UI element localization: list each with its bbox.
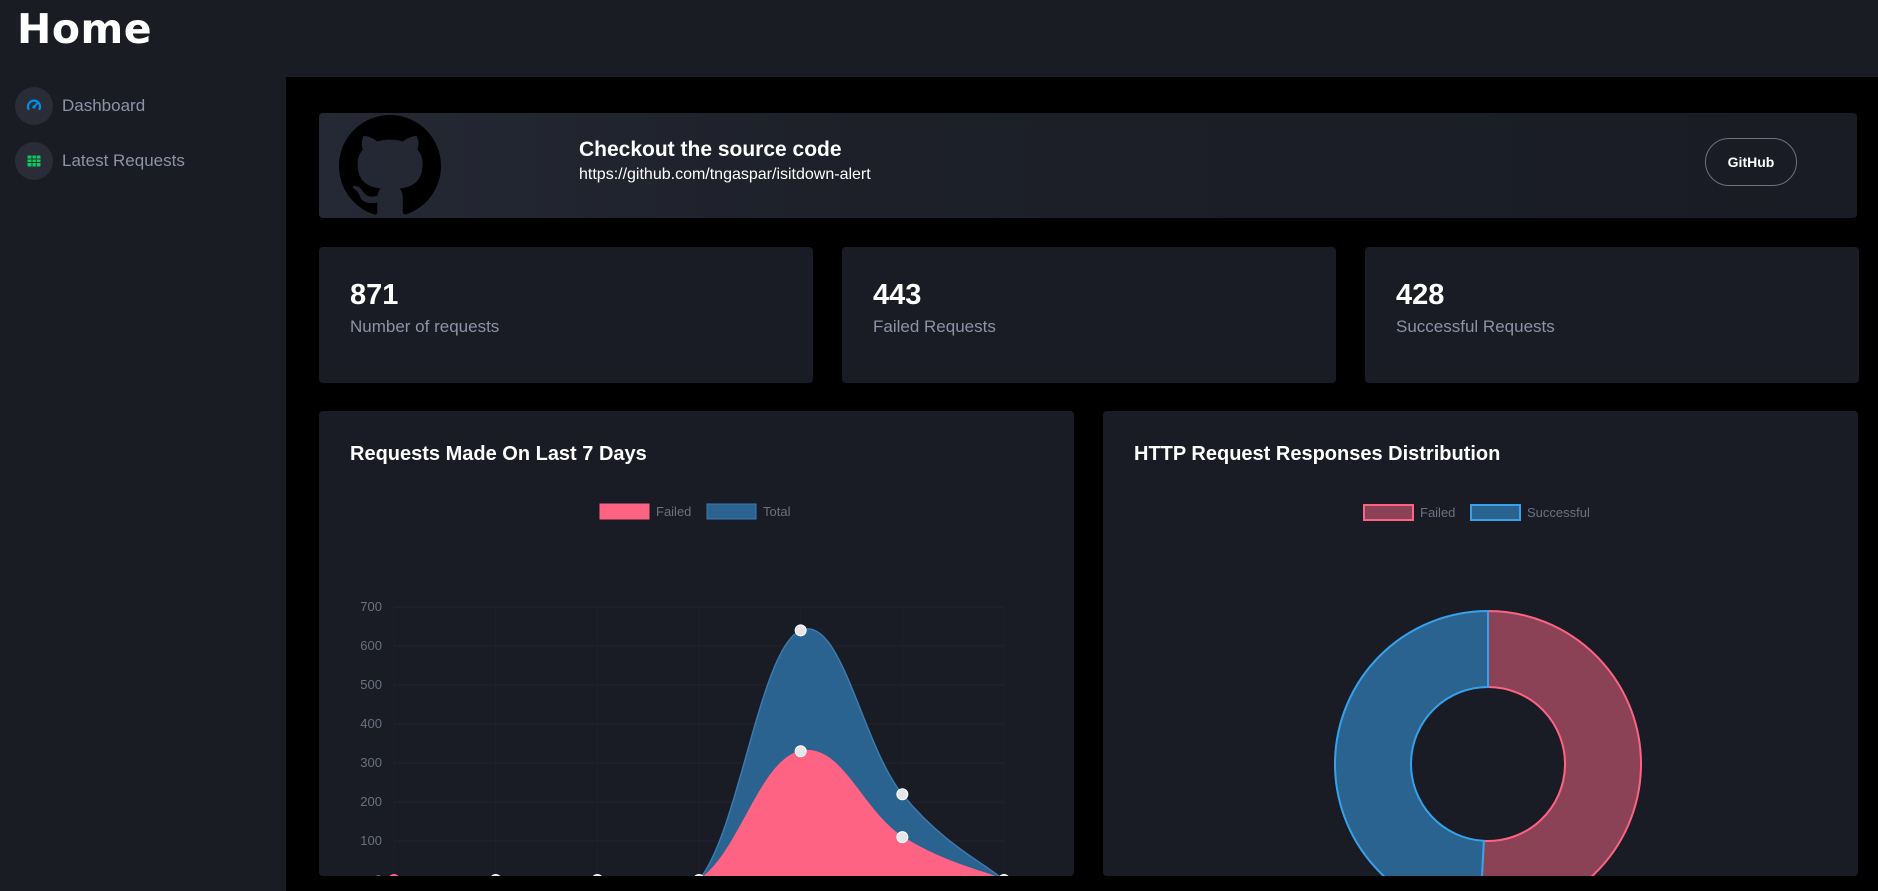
stat-value: 871 bbox=[350, 279, 399, 311]
sidebar-item-dashboard[interactable]: Dashboard bbox=[15, 86, 145, 126]
sidebar-item-label: Latest Requests bbox=[62, 151, 185, 170]
source-code-banner: Checkout the source code https://github.… bbox=[319, 113, 1857, 218]
stat-label: Failed Requests bbox=[873, 317, 996, 336]
line-chart-title: Requests Made On Last 7 Days bbox=[350, 443, 647, 465]
sidebar: Dashboard Latest Requests bbox=[0, 77, 286, 891]
y-tick-label: 0 bbox=[375, 872, 382, 876]
legend-label-failed: Failed bbox=[656, 504, 691, 519]
data-point-failed bbox=[999, 874, 1009, 876]
data-point-failed bbox=[389, 874, 399, 876]
data-point-failed bbox=[491, 874, 501, 876]
data-point-total bbox=[794, 624, 807, 637]
data-point-failed bbox=[592, 874, 602, 876]
series-area-failed bbox=[704, 750, 994, 876]
main-content: Checkout the source code https://github.… bbox=[286, 77, 1878, 891]
data-point-failed bbox=[794, 745, 807, 758]
y-tick-label: 300 bbox=[360, 755, 382, 770]
data-point-failed bbox=[694, 874, 704, 876]
sidebar-item-label: Dashboard bbox=[62, 96, 146, 115]
github-logo-icon bbox=[339, 115, 441, 215]
page-title: Home bbox=[17, 5, 153, 53]
y-tick-label: 700 bbox=[360, 599, 382, 614]
speedometer-icon bbox=[15, 87, 53, 125]
stat-label: Number of requests bbox=[350, 317, 500, 336]
legend-label-total: Total bbox=[763, 504, 791, 519]
stat-card-total: 871 Number of requests bbox=[319, 247, 813, 383]
stat-card-successful: 428 Successful Requests bbox=[1365, 247, 1859, 383]
donut-slice-successful bbox=[1334, 609, 1489, 876]
legend-swatch-failed bbox=[1363, 504, 1414, 521]
legend-label-failed: Failed bbox=[1420, 505, 1455, 520]
banner-title: Checkout the source code bbox=[579, 138, 842, 161]
donut-chart-card: HTTP Request Responses Distribution Fail… bbox=[1103, 411, 1858, 876]
y-tick-label: 400 bbox=[360, 716, 382, 731]
donut-chart: Failed Successful bbox=[1334, 504, 1642, 876]
legend-label-successful: Successful bbox=[1527, 505, 1590, 520]
github-button[interactable]: GitHub bbox=[1705, 138, 1797, 186]
legend-swatch-total bbox=[706, 503, 757, 520]
y-tick-label: 200 bbox=[360, 794, 382, 809]
line-chart: 01002003004005006007002022-09-122022-09-… bbox=[360, 503, 1009, 876]
repository-url: https://github.com/tngaspar/isitdown-ale… bbox=[579, 166, 871, 183]
legend-swatch-failed bbox=[599, 503, 650, 520]
donut-slice-failed bbox=[1480, 609, 1642, 876]
legend-swatch-successful bbox=[1470, 504, 1521, 521]
stat-label: Successful Requests bbox=[1396, 317, 1555, 336]
stat-value: 443 bbox=[873, 279, 922, 311]
line-chart-card: Requests Made On Last 7 Days 0 100 200 300 4… bbox=[319, 411, 1074, 876]
top-bar: Home bbox=[0, 0, 1878, 77]
y-tick-label: 500 bbox=[360, 677, 382, 692]
donut-chart-title: HTTP Request Responses Distribution bbox=[1134, 443, 1501, 465]
sidebar-item-latest-requests[interactable]: Latest Requests bbox=[15, 141, 185, 181]
y-tick-label: 600 bbox=[360, 638, 382, 653]
y-tick-label: 100 bbox=[360, 833, 382, 848]
stat-value: 428 bbox=[1396, 279, 1445, 311]
data-point-failed bbox=[896, 831, 909, 844]
stat-card-failed: 443 Failed Requests bbox=[842, 247, 1336, 383]
table-icon bbox=[15, 142, 53, 180]
data-point-total bbox=[896, 788, 909, 801]
